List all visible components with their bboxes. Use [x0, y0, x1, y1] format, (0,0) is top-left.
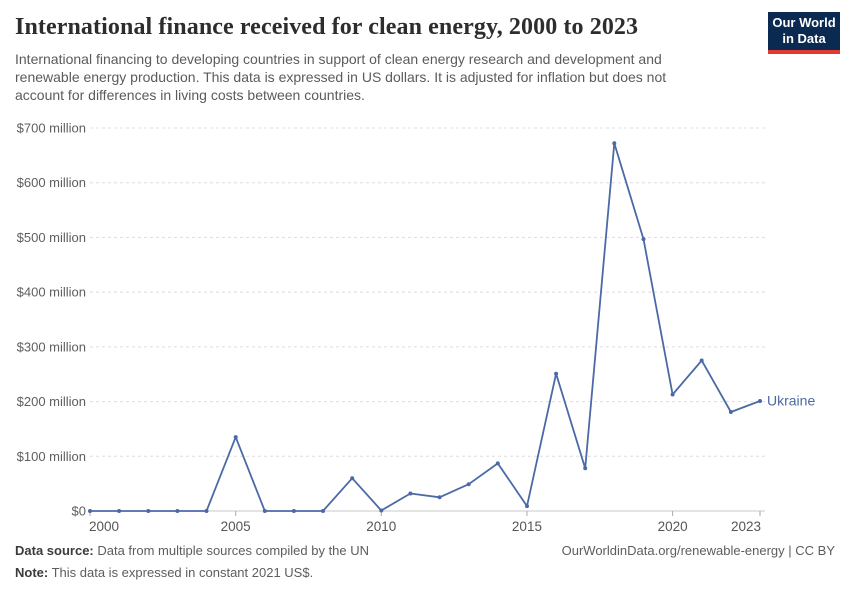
data-point-marker[interactable] [583, 466, 588, 471]
data-point-marker[interactable] [728, 410, 733, 414]
y-axis-label: $700 million [17, 121, 86, 136]
data-source-line: Data source: Data from multiple sources … [15, 544, 369, 558]
line-chart[interactable]: $0 $100 million $200 million $300 million $4… [0, 112, 850, 540]
data-point-marker[interactable] [437, 495, 442, 500]
x-axis-label: 2015 [512, 519, 542, 534]
data-point-marker[interactable] [117, 509, 122, 513]
chart-footer: Data source: Data from multiple sources … [15, 544, 835, 588]
line-chart-svg[interactable]: $0 $100 million $200 million $300 million $4… [0, 112, 850, 540]
series-label-ukraine: Ukraine [767, 393, 815, 409]
data-source-text: Data from multiple sources compiled by t… [93, 543, 370, 558]
data-point-marker[interactable] [641, 237, 646, 242]
data-point-marker[interactable] [291, 509, 296, 513]
owid-logo-line1: Our World [772, 15, 836, 30]
series-line-ukraine[interactable] [89, 142, 761, 512]
owid-logo-stripe [768, 50, 840, 54]
data-point-marker[interactable] [146, 509, 151, 513]
x-axis-label: 2000 [89, 519, 119, 534]
data-point-marker[interactable] [408, 491, 413, 496]
owid-logo-line2: in Data [782, 31, 826, 46]
data-point-marker[interactable] [233, 435, 238, 440]
owid-url-link[interactable]: OurWorldinData.org/renewable-energy | CC… [561, 543, 835, 558]
data-point-marker[interactable] [262, 509, 267, 513]
data-point-marker[interactable] [88, 509, 92, 513]
x-axis-label: 2023 [731, 519, 761, 534]
note-text: This data is expressed in constant 2021 … [48, 565, 314, 580]
data-point-marker[interactable] [350, 476, 355, 481]
data-point-marker[interactable] [525, 504, 529, 509]
data-point-marker[interactable] [321, 509, 325, 513]
y-axis-label: $200 million [17, 394, 86, 409]
data-point-marker[interactable] [670, 392, 675, 397]
note-label: Note: [15, 565, 49, 580]
data-point-marker[interactable] [204, 509, 209, 513]
x-axis-label: 2010 [366, 519, 396, 534]
chart-subtitle: International financing to developing co… [15, 51, 667, 103]
page-title: International finance received for clean… [15, 14, 639, 40]
data-point-marker[interactable] [495, 461, 500, 466]
y-axis-label: $600 million [17, 175, 86, 190]
data-point-marker[interactable] [554, 371, 559, 376]
note-line: Note: This data is expressed in constant… [15, 566, 835, 580]
y-axis-label: $500 million [17, 230, 86, 245]
data-point-marker[interactable] [699, 358, 704, 363]
data-point-marker[interactable] [758, 399, 762, 403]
data-point-marker[interactable] [612, 141, 617, 146]
data-point-marker[interactable] [379, 508, 384, 513]
data-point-marker[interactable] [466, 482, 471, 487]
y-axis-label: $0 [72, 504, 86, 519]
data-source-label: Data source: [15, 543, 94, 558]
y-axis-label: $400 million [17, 285, 86, 300]
chart-header: International finance received for clean… [15, 14, 755, 104]
owid-logo[interactable]: Our World in Data [768, 12, 840, 54]
data-point-marker[interactable] [175, 509, 180, 513]
x-axis-label: 2005 [221, 519, 251, 534]
x-axis-label: 2020 [658, 519, 688, 534]
y-axis-label: $100 million [17, 449, 86, 464]
y-axis-label: $300 million [17, 339, 86, 354]
